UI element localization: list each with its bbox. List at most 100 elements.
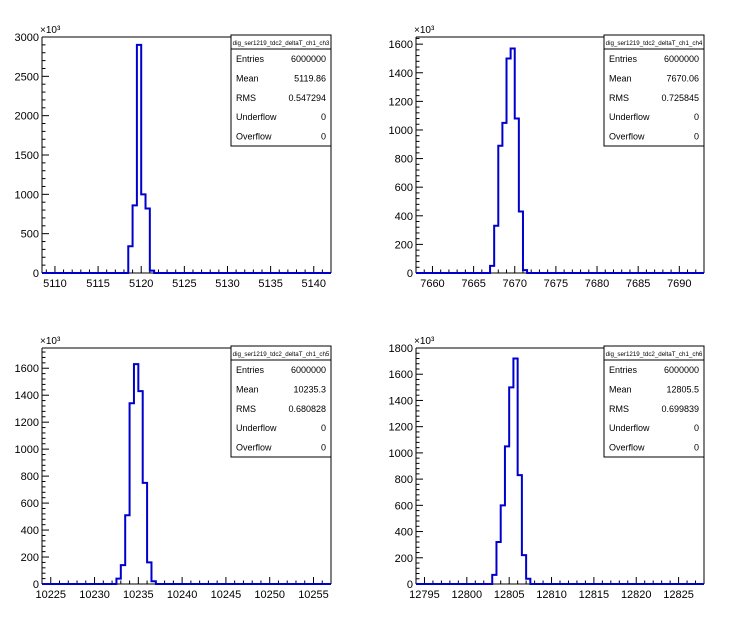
x-tick-label: 5110	[43, 278, 67, 290]
y-tick-label: 800	[21, 471, 39, 483]
stats-label: Overflow	[609, 443, 645, 453]
x-tick-label: 12810	[536, 589, 567, 601]
x-tick-label: 7660	[420, 278, 444, 290]
y-tick-label: 3000	[15, 32, 39, 44]
stats-value: 6000000	[664, 365, 699, 375]
stats-value: 0	[694, 443, 699, 453]
stats-label: Underflow	[609, 423, 650, 433]
x-tick-label: 12815	[579, 589, 610, 601]
y-tick-label: 1600	[389, 369, 413, 381]
stats-value: 10235.3	[293, 384, 326, 394]
stats-title: dig_ser1219_tdc2_deltaT_ch1_ch5	[233, 351, 330, 358]
x-tick-label: 12820	[621, 589, 652, 601]
stats-value: 0	[321, 132, 326, 142]
y-tick-label: 1400	[15, 390, 39, 402]
y-tick-label: 400	[395, 211, 413, 223]
x-tick-label: 7675	[544, 278, 568, 290]
x-tick-label: 5130	[215, 278, 239, 290]
y-tick-label: 1500	[15, 150, 39, 162]
y-tick-label: 1400	[389, 68, 413, 80]
x-tick-label: 10250	[254, 589, 285, 601]
stats-label: Mean	[236, 73, 259, 83]
y-tick-label: 600	[395, 500, 413, 512]
y-tick-label: 1200	[389, 422, 413, 434]
histogram-panel-2: 7660 7665 7670 7675 7680 7685 7690 0 200 400 600 80…	[389, 25, 705, 290]
stats-title: dig_ser1219_tdc2_deltaT_ch1_ch6	[606, 351, 703, 358]
stats-value: 0	[321, 423, 326, 433]
histogram-line	[42, 363, 331, 585]
stats-label: Mean	[236, 384, 259, 394]
stats-label: Mean	[609, 384, 632, 394]
stats-value: 6000000	[291, 365, 326, 375]
stats-value: 0	[321, 443, 326, 453]
stats-box	[603, 359, 705, 458]
histogram-line	[416, 357, 704, 585]
stats-label: Entries	[609, 365, 638, 375]
histogram-panel-1: 5110 5115 5120 5125 5130 5135 5140 0 500 1000 1500…	[15, 25, 332, 290]
x-tick-label: 10245	[211, 589, 242, 601]
y-tick-label: 0	[33, 268, 39, 280]
stats-value: 0	[321, 112, 326, 122]
stats-box	[603, 48, 705, 147]
stats-title: dig_ser1219_tdc2_deltaT_ch1_ch3	[233, 40, 330, 47]
y-tick-label: 1000	[389, 448, 413, 460]
y-multiplier: ×10³	[40, 336, 61, 347]
stats-label: Underflow	[236, 112, 277, 122]
y-tick-label: 800	[395, 154, 413, 166]
stats-title: dig_ser1219_tdc2_deltaT_ch1_ch4	[606, 40, 703, 47]
stats-label: Underflow	[609, 112, 650, 122]
x-tick-label: 7670	[503, 278, 527, 290]
y-tick-label: 1600	[15, 363, 39, 375]
x-tick-label: 5120	[129, 278, 153, 290]
y-tick-label: 2500	[15, 71, 39, 83]
x-tick-label: 10230	[79, 589, 110, 601]
stats-value: 7670.06	[666, 73, 699, 83]
stats-label: RMS	[609, 93, 629, 103]
stats-label: Underflow	[236, 423, 277, 433]
y-tick-label: 1400	[389, 395, 413, 407]
y-multiplier: ×10³	[414, 25, 435, 36]
histogram-panel-4: 12795 12800 12805 12810 12815 12820 12825 0 200 4…	[389, 336, 705, 601]
y-tick-label: 1000	[389, 125, 413, 137]
x-tick-label: 7665	[461, 278, 485, 290]
y-tick-label: 1000	[15, 444, 39, 456]
y-tick-label: 1600	[389, 39, 413, 51]
stats-label: RMS	[609, 404, 629, 414]
y-tick-label: 500	[21, 229, 39, 241]
stats-value: 0.680828	[288, 404, 326, 414]
y-tick-label: 1200	[389, 96, 413, 108]
x-tick-label: 10225	[35, 589, 66, 601]
stats-value: 5119.86	[294, 73, 326, 83]
stats-label: RMS	[236, 404, 256, 414]
stats-label: Entries	[236, 54, 265, 64]
x-tick-label: 12795	[409, 589, 440, 601]
x-tick-label: 10240	[167, 589, 198, 601]
y-tick-label: 1000	[15, 189, 39, 201]
x-tick-label: 12805	[494, 589, 525, 601]
y-tick-label: 1200	[15, 417, 39, 429]
x-tick-label: 5115	[86, 278, 110, 290]
y-tick-label: 0	[407, 579, 413, 591]
stats-value: 0.699839	[661, 404, 699, 414]
x-tick-label: 5135	[258, 278, 282, 290]
y-tick-label: 800	[395, 474, 413, 486]
y-tick-label: 0	[33, 579, 39, 591]
stats-value: 0	[694, 423, 699, 433]
x-tick-label: 12825	[663, 589, 694, 601]
stats-label: Overflow	[609, 132, 645, 142]
stats-box	[230, 359, 332, 458]
x-tick-label: 7690	[667, 278, 691, 290]
stats-label: Overflow	[236, 132, 272, 142]
x-tick-label: 7680	[585, 278, 609, 290]
stats-box	[230, 48, 332, 147]
stats-value: 0.547294	[288, 93, 326, 103]
y-tick-label: 600	[395, 182, 413, 194]
histogram-panel-3: 10225 10230 10235 10240 10245 10250 10255 0 200 4…	[15, 336, 332, 601]
y-tick-label: 1800	[389, 343, 413, 355]
x-tick-label: 10255	[298, 589, 329, 601]
stats-value: 0	[694, 132, 699, 142]
y-tick-label: 400	[21, 525, 39, 537]
y-multiplier: ×10³	[414, 336, 435, 347]
y-tick-label: 200	[395, 553, 413, 565]
